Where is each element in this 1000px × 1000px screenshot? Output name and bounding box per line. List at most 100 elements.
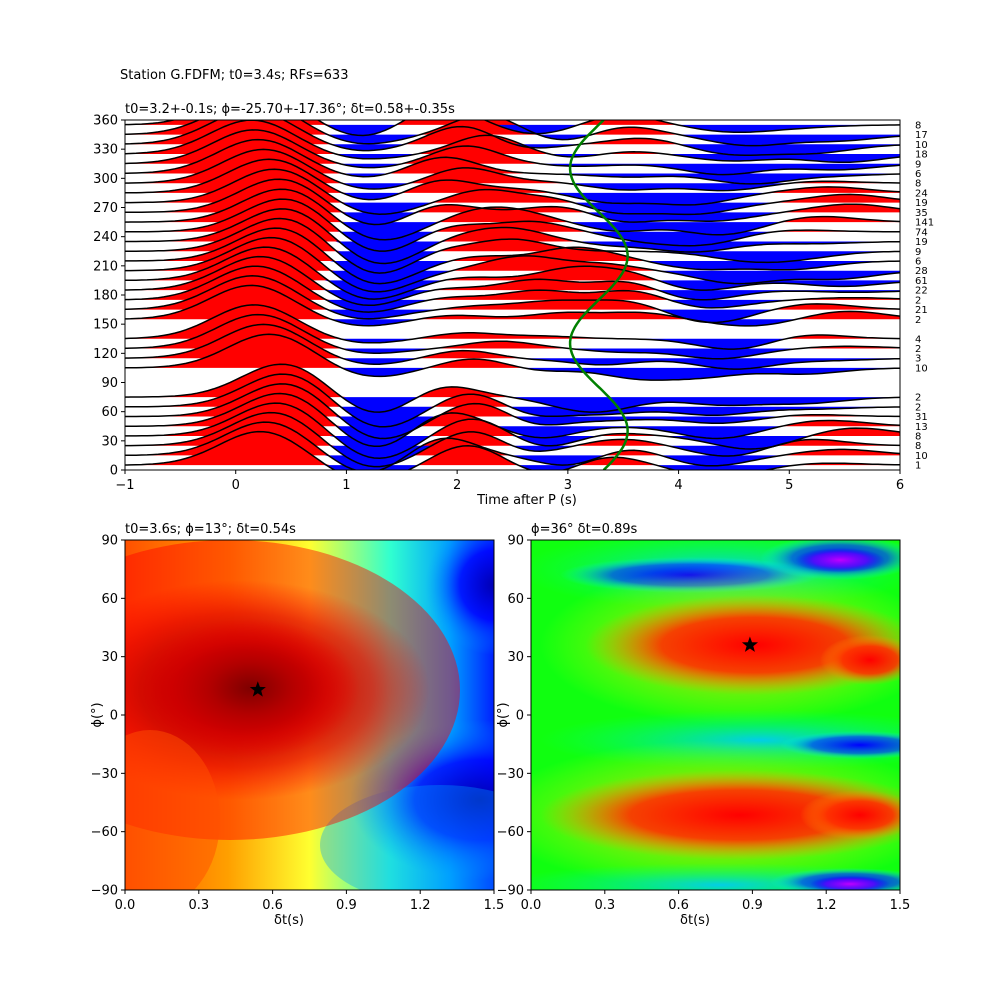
right-ticks: 0.0 0.3 0.6 0.9 1.2 1.5 −90 −60 −30 0 30 60 90 [497,534,911,914]
y-tick-label: 330 [93,143,118,158]
negative-fill [125,144,900,156]
negative-fill [125,397,900,413]
y-tick-label: −90 [497,884,524,899]
trace-count-label: 24 [915,188,928,199]
trace-count-label: 10 [915,140,928,151]
y-tick-label: 120 [93,347,118,362]
trace-waveforms [125,120,900,470]
negative-fill [125,436,900,459]
model-delay-curve [568,120,629,470]
trace-count-label: 8 [915,431,921,442]
right-panel-title: ϕ=36° δt=0.89s [531,522,638,537]
trace-line [125,138,900,185]
trace-line [125,402,900,459]
heatmap-right [531,540,900,890]
positive-fill [125,208,900,242]
trace-count-label: 6 [915,256,921,267]
x-tick-label: 2 [453,478,461,493]
positive-fill [125,139,900,174]
trace-count-label: 2 [915,402,921,413]
positive-fill [125,149,900,184]
positive-fill [125,228,900,261]
trace-count-label: 28 [915,266,928,277]
negative-fill [125,416,900,439]
x-tick-label: 5 [785,478,793,493]
trace-count-label: 61 [915,276,928,287]
trace-count-label: 141 [915,218,934,229]
x-tick-label: 0.0 [521,898,542,913]
rf-x-axis-label: Time after P (s) [476,493,577,508]
trace-line [125,188,900,241]
trace-count-label: 17 [915,130,928,141]
y-tick-label: −60 [497,825,524,840]
negative-fill [125,183,900,191]
y-tick-label: 270 [93,201,118,216]
y-tick-label: −30 [91,767,118,782]
positive-fill [125,314,900,349]
trace-line [125,363,900,413]
y-tick-label: 0 [516,709,524,724]
negative-fill [125,299,900,313]
negative-fill [125,222,900,240]
right-y-axis-label: ϕ(°) [496,702,511,727]
x-tick-label: 4 [674,478,682,493]
x-tick-label: 0.3 [188,898,209,913]
negative-fill [125,406,900,427]
negative-fill [125,426,900,447]
trace-count-label: 2 [915,344,921,355]
negative-fill [125,192,900,205]
y-tick-label: 90 [507,534,524,549]
trace-line [125,383,900,440]
best-fit-star [249,681,266,697]
rf-gather-panel: −1 0 1 2 3 4 5 6 030609012015018021024027030033… [93,102,934,508]
x-tick-label: 0.6 [262,898,283,913]
trace-count-label: 3 [915,354,921,365]
negative-fill [125,261,900,284]
trace-line [125,178,900,226]
positive-fill [125,412,900,446]
trace-line [125,168,900,216]
energy-grid-right-panel: 0.0 0.3 0.6 0.9 1.2 1.5 −90 −60 −30 0 30 60 90 ϕ=36°… [496,522,911,928]
positive-fill [125,324,900,359]
right-x-axis-label: δt(s) [680,913,710,928]
trace-line [125,227,900,285]
y-tick-label: 30 [101,650,118,665]
negative-fill [125,163,900,175]
trace-line [125,373,900,428]
energy-grid-left-panel: 0.0 0.3 0.6 0.9 1.2 1.5 −90 −60 −30 0 30 60 90 t0=3.… [90,522,504,928]
trace-line [125,120,900,156]
x-tick-label: 0.9 [742,898,763,913]
trace-count-label: 10 [915,363,928,374]
trace-count-label: 21 [915,305,928,316]
negative-fill [125,309,900,323]
rf-panel-title: t0=3.2+-0.1s; ϕ=-25.70+-17.36°; δt=0.58+… [125,102,455,117]
best-fit-marker-right [741,636,758,652]
negative-fill [125,270,900,292]
trace-line [125,304,900,350]
y-tick-label: −60 [91,825,118,840]
trace-line [125,208,900,265]
negative-fill [125,134,900,146]
trace-count-label: 6 [915,169,921,180]
y-tick-label: 60 [507,592,524,607]
trace-count-label: 4 [915,334,921,345]
negative-fill [125,348,900,359]
y-tick-label: 300 [93,172,118,187]
rf-y-ticks: 0 30 60 90 120 150 180 210 240 270 300 330 360 [93,114,125,479]
x-tick-label: 1.2 [410,898,431,913]
trace-count-label: 10 [915,451,928,462]
left-x-axis-label: δt(s) [274,913,304,928]
negative-fill [125,212,900,225]
trace-line [125,236,900,293]
x-tick-label: 0.3 [594,898,615,913]
trace-line [125,313,900,360]
trace-count-label: 19 [915,237,928,248]
trace-count-label: 8 [915,441,921,452]
trace-count-label: 9 [915,159,921,170]
negative-fill [125,367,900,381]
trace-line [125,421,900,470]
negative-fill [125,202,900,215]
y-tick-label: −30 [497,767,524,782]
negative-fill [125,455,900,470]
